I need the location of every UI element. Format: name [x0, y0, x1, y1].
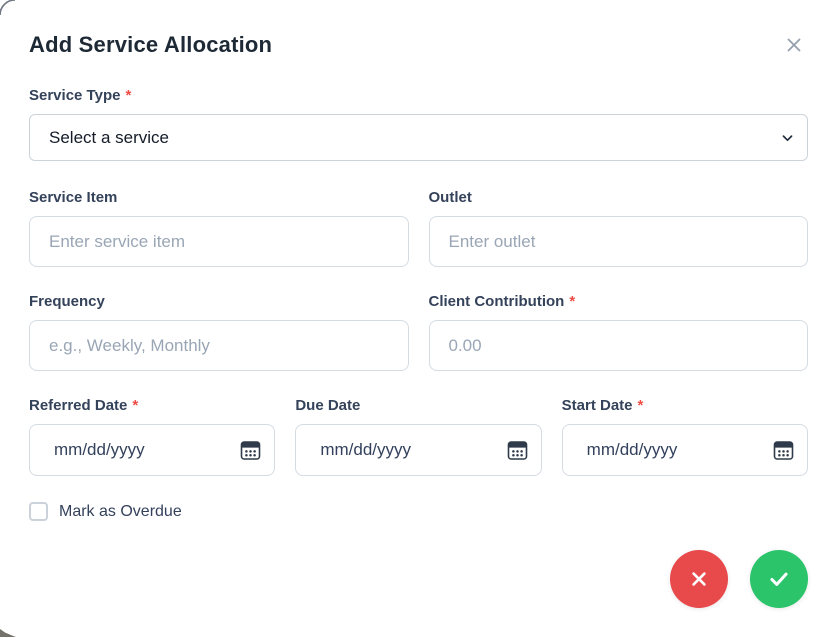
- required-asterisk: *: [637, 397, 644, 414]
- mark-overdue-label[interactable]: Mark as Overdue: [59, 502, 182, 520]
- confirm-button[interactable]: [750, 550, 808, 608]
- required-asterisk: *: [569, 293, 576, 310]
- calendar-icon[interactable]: [507, 439, 528, 461]
- start-date-input[interactable]: mm/dd/yyyy: [561, 424, 808, 476]
- field-referred-date: Referred Date * mm/dd/yyyy: [29, 397, 276, 476]
- frequency-input[interactable]: [29, 320, 409, 371]
- due-date-input[interactable]: mm/dd/yyyy: [295, 424, 542, 476]
- required-asterisk: *: [132, 397, 139, 414]
- date-value: mm/dd/yyyy: [320, 440, 412, 459]
- field-service-item: Service Item: [29, 189, 409, 267]
- calendar-icon[interactable]: [240, 439, 261, 461]
- modal-header: Add Service Allocation: [29, 31, 808, 58]
- due-date-label: Due Date: [295, 397, 361, 414]
- referred-date-label: Referred Date *: [29, 397, 139, 414]
- field-outlet: Outlet: [428, 189, 808, 267]
- page-title: Add Service Allocation: [29, 31, 273, 57]
- date-value: mm/dd/yyyy: [54, 440, 145, 459]
- service-item-input[interactable]: [29, 216, 409, 267]
- close-button[interactable]: [782, 33, 806, 57]
- field-start-date: Start Date * mm/dd/yyyy: [561, 397, 808, 476]
- close-icon: [787, 38, 801, 51]
- field-frequency: Frequency: [29, 293, 409, 371]
- modal-actions: [29, 550, 808, 608]
- cancel-button[interactable]: [670, 550, 728, 608]
- client-contribution-input[interactable]: [428, 320, 808, 371]
- mark-overdue-row: Mark as Overdue: [29, 502, 808, 521]
- mark-overdue-checkbox[interactable]: [29, 502, 48, 521]
- field-client-contribution: Client Contribution *: [428, 293, 808, 371]
- outlet-label: Outlet: [428, 189, 472, 206]
- confirm-check-icon: [770, 572, 788, 586]
- field-service-type: Service Type * Select a service: [29, 87, 808, 161]
- field-due-date: Due Date mm/dd/yyyy: [295, 397, 542, 476]
- required-asterisk: *: [125, 87, 132, 104]
- date-value: mm/dd/yyyy: [586, 440, 678, 459]
- modal-corner-decoration: [0, 0, 16, 16]
- client-contribution-label: Client Contribution *: [428, 293, 576, 310]
- frequency-label: Frequency: [29, 293, 105, 310]
- outlet-input[interactable]: [428, 216, 808, 267]
- referred-date-input[interactable]: mm/dd/yyyy: [29, 424, 276, 476]
- service-type-label: Service Type *: [29, 87, 132, 104]
- cancel-x-icon: [692, 572, 706, 586]
- service-type-select[interactable]: Select a service: [29, 114, 808, 161]
- cursor-tip-artifact: [0, 629, 16, 637]
- service-item-label: Service Item: [29, 189, 118, 206]
- calendar-icon[interactable]: [773, 439, 794, 461]
- start-date-label: Start Date *: [561, 397, 644, 414]
